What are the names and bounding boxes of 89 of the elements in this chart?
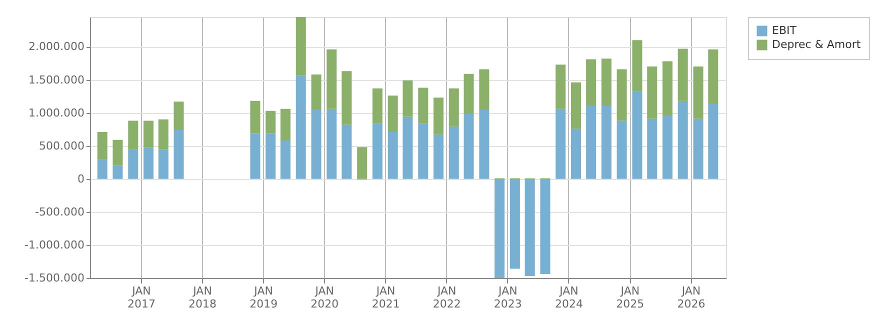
bar (112, 140, 123, 166)
y-tick-label: 1.500.000 (28, 73, 84, 86)
bar (388, 96, 398, 132)
bar (556, 108, 566, 179)
bar (479, 110, 490, 179)
bar (662, 115, 672, 179)
x-tick-label: JAN 2018 (188, 284, 217, 310)
bar (266, 133, 276, 179)
bar (601, 58, 612, 106)
x-tick-label: JAN 2025 (616, 284, 644, 310)
bar (250, 100, 260, 134)
bar (586, 106, 596, 179)
bar (128, 150, 138, 179)
bar (708, 49, 718, 104)
bar (693, 118, 704, 179)
bar (678, 100, 688, 179)
bar (174, 102, 184, 130)
x-tick-label: JAN 2024 (554, 284, 583, 310)
y-tick-label: 0 (78, 172, 84, 186)
bar (662, 61, 672, 116)
bar (494, 178, 505, 278)
bar (372, 123, 382, 179)
x-tick-label: JAN 2020 (310, 284, 339, 310)
bar (464, 74, 474, 114)
y-tick-label: 1.000.000 (28, 106, 84, 120)
bar (372, 88, 382, 124)
bar (97, 159, 108, 179)
bar (601, 106, 612, 179)
y-tick-label: 2.000.000 (28, 40, 84, 54)
x-tick-label: JAN 2026 (677, 284, 706, 310)
bar (418, 123, 428, 179)
bar (326, 108, 337, 179)
bar (418, 88, 428, 124)
bar (616, 120, 627, 179)
y-tick-label: -500.000 (35, 205, 84, 218)
bar (296, 17, 306, 76)
bar (280, 140, 290, 179)
bar (524, 178, 535, 276)
bar (158, 119, 168, 150)
bar (464, 113, 474, 179)
bar (556, 64, 566, 109)
bar (326, 49, 337, 109)
bar (434, 98, 444, 135)
y-tick-label: -1.000.000 (24, 238, 84, 252)
bar (388, 132, 398, 179)
bar (144, 120, 154, 148)
bar (434, 134, 444, 179)
bar (128, 120, 138, 150)
bar (586, 59, 596, 106)
bar (540, 178, 550, 274)
bar (250, 133, 260, 179)
bar (112, 166, 123, 179)
bar (571, 128, 581, 179)
bar (97, 132, 108, 160)
bar (571, 82, 581, 129)
bar (342, 71, 352, 125)
bar (479, 69, 490, 110)
bar (266, 110, 276, 134)
bar (647, 66, 658, 119)
x-tick-label: JAN 2019 (250, 284, 278, 310)
bar (632, 92, 642, 179)
y-tick-label: 500.000 (39, 139, 84, 152)
bar (510, 178, 520, 269)
bar (296, 75, 306, 179)
y-tick-label: -1.500.000 (24, 272, 84, 284)
bar (616, 69, 627, 121)
bar (647, 118, 658, 179)
bar (448, 88, 459, 127)
bar (280, 108, 290, 141)
bar (402, 80, 413, 117)
bar (402, 116, 413, 179)
bar (693, 66, 704, 119)
bar (144, 147, 154, 179)
bar (158, 149, 168, 179)
bar (678, 48, 688, 101)
legend-label: Deprec & Amort (772, 38, 862, 51)
bar (311, 74, 322, 110)
x-tick-label: JAN 2023 (494, 284, 522, 310)
bar (357, 147, 368, 179)
bar (632, 40, 642, 92)
x-tick-label: JAN 2017 (127, 284, 156, 310)
bar (708, 104, 718, 179)
x-tick-label: JAN 2022 (432, 284, 461, 310)
legend-label: EBIT (772, 24, 797, 37)
bar (342, 124, 352, 179)
x-tick-label: JAN 2021 (372, 284, 400, 310)
bar (311, 110, 322, 179)
bar (448, 126, 459, 179)
bar (174, 130, 184, 179)
